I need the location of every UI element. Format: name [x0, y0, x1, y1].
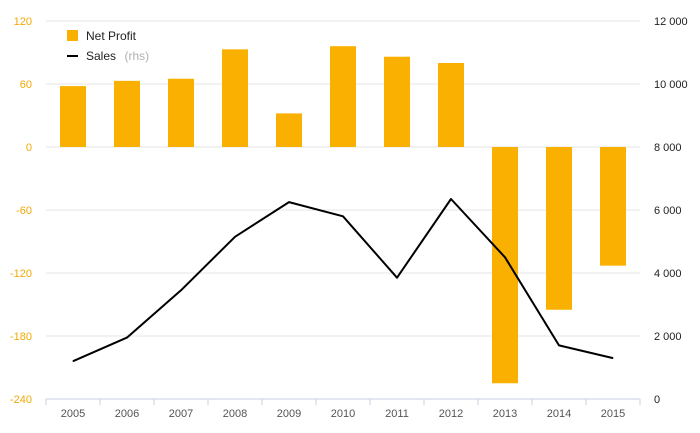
sales-point-2015: [612, 357, 614, 359]
bar-2013: [492, 147, 518, 384]
sales-point-2013: [504, 256, 506, 258]
left-axis-ticks: 120 60 0 -60 -120 -180 -240: [10, 16, 32, 406]
x-tick-label: 2008: [223, 408, 247, 420]
legend-sales-name: Sales: [86, 49, 116, 63]
x-tick-label: 2011: [385, 408, 409, 420]
legend-sales-suffix: (rhs): [124, 49, 149, 63]
x-tick-label: 2006: [115, 408, 139, 420]
x-tick-label: 2013: [493, 408, 517, 420]
right-axis-ticks: 12 000 10 000 8 000 6 000 4 000 2 000 0: [654, 16, 688, 406]
bar-2010: [330, 46, 356, 148]
right-tick-label: 6 000: [654, 205, 682, 217]
right-tick-label: 0: [654, 394, 660, 406]
legend[interactable]: Net Profit Sales (rhs): [67, 29, 149, 64]
bar-2006: [114, 80, 140, 147]
right-tick-label: 12 000: [654, 16, 688, 28]
bar-2007: [168, 78, 194, 147]
x-tick-label: 2005: [61, 408, 85, 420]
left-tick-label: 60: [20, 79, 32, 91]
sales-point-2014: [558, 344, 560, 346]
left-tick-label: -120: [10, 268, 32, 280]
sales-point-2008: [234, 236, 236, 238]
right-tick-label: 8 000: [654, 142, 682, 154]
right-tick-label: 2 000: [654, 331, 682, 343]
x-tick-label: 2012: [439, 408, 463, 420]
left-tick-label: 120: [14, 16, 32, 28]
sales-point-2005: [72, 360, 74, 362]
bar-2011: [384, 56, 410, 148]
x-tick-label: 2015: [601, 408, 625, 420]
left-tick-label: 0: [26, 142, 32, 154]
x-axis: 2005 2006 2007 2008 2009 2010 2011 2012 2013 2014…: [45, 398, 641, 420]
sales-line-group: [72, 198, 614, 363]
legend-swatch-net-profit: [67, 30, 78, 41]
right-tick-label: 4 000: [654, 268, 682, 280]
bar-2014: [546, 147, 572, 310]
legend-label-net-profit: Net Profit: [86, 29, 137, 43]
x-tick-label: 2014: [547, 408, 571, 420]
x-tick-label: 2010: [331, 408, 355, 420]
bar-2005: [60, 86, 86, 147]
sales-point-2011: [396, 277, 398, 279]
net-profit-bars: [60, 46, 626, 384]
sales-point-2012: [450, 198, 452, 200]
sales-point-2006: [126, 337, 128, 339]
left-tick-label: -60: [16, 205, 32, 217]
legend-label-sales: Sales (rhs): [86, 47, 149, 64]
x-tick-label: 2009: [277, 408, 301, 420]
right-tick-label: 10 000: [654, 79, 688, 91]
left-tick-label: -240: [10, 394, 32, 406]
x-tick-label: 2007: [169, 408, 193, 420]
bar-2008: [222, 49, 248, 147]
sales-point-2007: [180, 289, 182, 291]
sales-line: [72, 198, 614, 363]
bar-2009: [276, 113, 302, 147]
bar-2012: [438, 63, 464, 147]
bar-2015: [600, 147, 626, 266]
sales-point-2010: [342, 215, 344, 217]
sales-point-2009: [288, 201, 290, 203]
left-tick-label: -180: [10, 331, 32, 343]
